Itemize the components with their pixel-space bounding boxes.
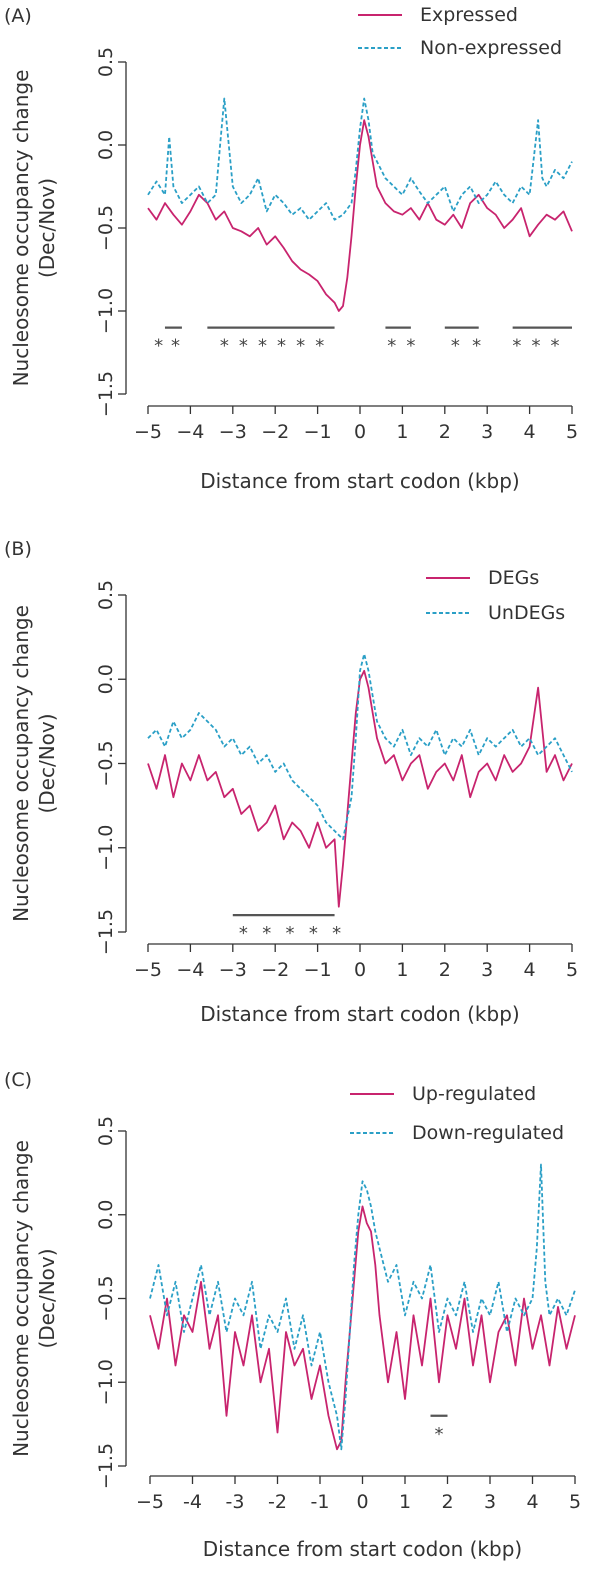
panel-label: (C) [4, 1069, 32, 1091]
significance-star: * [296, 336, 305, 357]
y-tick-label: 0.0 [95, 1200, 117, 1230]
x-tick-label: 4 [524, 421, 536, 443]
y-tick-label: 0.0 [95, 130, 117, 160]
panel-a: (A) −1.5 −1.0 −0.5 0.0 0.5 −5 −4 −3 −2 −1 0 1 2 3 4 5 Nuc… [4, 4, 578, 493]
series-line-solid [147, 119, 573, 312]
x-tick-label: 2 [441, 1491, 453, 1513]
x-tick-label: 5 [569, 1491, 581, 1513]
x-tick-label: -3 [226, 1491, 245, 1513]
y-tick-label: −1.0 [95, 1359, 117, 1405]
legend-label: Down-regulated [412, 1122, 564, 1144]
x-tick-label: 0 [354, 959, 366, 981]
significance-star: * [451, 336, 460, 357]
significance-star: * [286, 923, 295, 944]
x-tick-label: 1 [399, 1491, 411, 1513]
x-tick-label: 5 [566, 959, 578, 981]
y-tick-label: 0.0 [95, 664, 117, 694]
y-tick-label: 0.5 [95, 47, 117, 77]
y-tick-label: −1.0 [95, 825, 117, 871]
y-tick-label: −0.5 [95, 205, 117, 251]
y-axis-title-units: (Dec/Nov) [35, 1248, 59, 1348]
x-tick-label: 3 [481, 421, 493, 443]
y-tick-label: −1.5 [95, 371, 117, 417]
x-tick-label: −1 [304, 959, 332, 981]
significance-star: * [387, 336, 396, 357]
significance-star: * [309, 923, 318, 944]
y-axis-title: Nucleosome occupancy change [9, 1140, 33, 1457]
x-tick-label: 3 [481, 959, 493, 981]
x-tick-label: 3 [484, 1491, 496, 1513]
x-tick-label: −4 [176, 421, 204, 443]
significance-star: * [406, 336, 415, 357]
series-line-solid [147, 669, 573, 908]
x-tick-label: 2 [439, 959, 451, 981]
series-line-solid [149, 1205, 576, 1451]
legend-label: Non-expressed [420, 37, 562, 59]
significance-star: * [277, 336, 286, 357]
x-axis-title: Distance from start codon (kbp) [203, 1537, 522, 1561]
x-tick-label: -4 [183, 1491, 202, 1513]
x-axis-title: Distance from start codon (kbp) [200, 469, 519, 493]
x-tick-label: −3 [219, 959, 247, 981]
x-tick-label: −1 [304, 421, 332, 443]
significance-star: * [315, 336, 324, 357]
x-tick-label: −3 [219, 421, 247, 443]
y-tick-label: −0.5 [95, 1275, 117, 1321]
y-tick-label: −1.0 [95, 288, 117, 334]
significance-star: * [171, 336, 180, 357]
x-tick-label: 1 [396, 421, 408, 443]
significance-star: * [472, 336, 481, 357]
y-axis-title: Nucleosome occupancy change [9, 605, 33, 922]
x-tick-label: 4 [526, 1491, 538, 1513]
x-tick-label: −5 [134, 421, 162, 443]
panel-label: (B) [4, 538, 32, 560]
x-tick-label: −2 [261, 421, 289, 443]
y-tick-label: −1.5 [95, 1443, 117, 1489]
x-tick-label: 1 [396, 959, 408, 981]
x-tick-label: 4 [524, 959, 536, 981]
x-tick-label: −4 [176, 959, 204, 981]
x-tick-label: −5 [136, 1491, 164, 1513]
significance-star: * [239, 336, 248, 357]
y-tick-label: 0.5 [95, 580, 117, 610]
significance-star: * [531, 336, 540, 357]
x-tick-label: 0 [354, 421, 366, 443]
legend-label: Expressed [420, 4, 518, 26]
significance-star: * [435, 1424, 444, 1445]
x-tick-label: −5 [134, 959, 162, 981]
legend-label: UnDEGs [488, 602, 565, 624]
y-axis-title-units: (Dec/Nov) [35, 178, 59, 278]
significance-star: * [262, 923, 271, 944]
y-axis-title: Nucleosome occupancy change [9, 70, 33, 387]
y-tick-label: −0.5 [95, 740, 117, 786]
x-tick-label: 2 [439, 421, 451, 443]
legend-label: DEGs [488, 567, 539, 589]
significance-star: * [551, 336, 560, 357]
significance-star: * [258, 336, 267, 357]
significance-star: * [154, 336, 163, 357]
x-axis-title: Distance from start codon (kbp) [200, 1002, 519, 1026]
x-tick-label: -2 [268, 1491, 287, 1513]
series-line-dashed [147, 653, 573, 841]
y-tick-label: −1.5 [95, 909, 117, 955]
x-tick-label: 5 [566, 421, 578, 443]
y-axis-title-units: (Dec/Nov) [35, 713, 59, 813]
significance-star: * [332, 923, 341, 944]
significance-star: * [220, 336, 229, 357]
y-tick-label: 0.5 [95, 1116, 117, 1146]
panel-b: (B) −1.5 −1.0 −0.5 0.0 0.5 −5 −4 −3 −2 −1 0 1 2 3 4 5 Nuc… [4, 538, 578, 1026]
panel-label: (A) [4, 5, 32, 27]
x-tick-label: −2 [261, 959, 289, 981]
legend-label: Up-regulated [412, 1083, 536, 1105]
x-tick-label: 0 [356, 1491, 368, 1513]
significance-star: * [239, 923, 248, 944]
series-line-dashed [147, 97, 573, 221]
series-line-dashed [149, 1163, 576, 1451]
x-tick-label: -1 [311, 1491, 330, 1513]
panel-c: (C) −1.5 −1.0 −0.5 0.0 0.5 −5 -4 -3 -2 -1 0 1 2 3 4 5 Nuc… [4, 1069, 581, 1561]
significance-star: * [512, 336, 521, 357]
